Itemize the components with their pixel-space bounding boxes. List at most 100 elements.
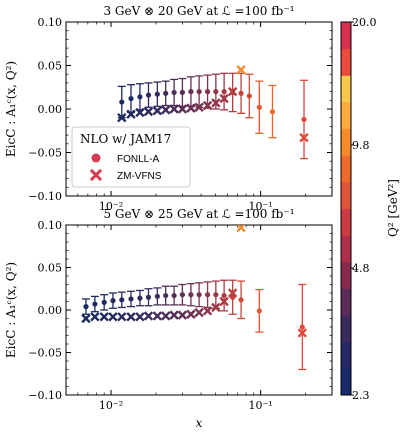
fonll-point-bottom <box>110 298 116 304</box>
fonll-point-top <box>154 91 160 97</box>
zm-point-top <box>161 105 171 115</box>
colorbar-label: Q² [GeV²] <box>386 179 400 237</box>
zm-point-top <box>202 100 213 111</box>
fonll-point-bottom <box>92 301 98 307</box>
fonll-point-top <box>238 90 244 96</box>
zm-point-top <box>117 113 127 123</box>
fonll-point-top <box>213 89 219 95</box>
fonll-point-top <box>119 99 125 105</box>
fonll-point-top <box>204 89 211 95</box>
colorbar-segment <box>341 75 351 103</box>
fonll-point-top <box>301 116 307 123</box>
xtick-label-bottom: 10⁻¹ <box>249 399 273 412</box>
xtick-label-top: 10⁻¹ <box>249 200 273 213</box>
fonll-point-bottom <box>145 294 152 300</box>
fonll-point-bottom <box>137 295 143 301</box>
fonll-point-bottom <box>256 308 262 314</box>
zm-point-top <box>169 104 179 114</box>
panel-bottom-axes: −0.10 −0.05 0.00 0.05 0.10 10⁻² 10⁻¹ <box>28 219 332 412</box>
xtick-label-top: 10⁻² <box>99 200 123 213</box>
fonll-point-top <box>179 89 186 96</box>
legend-zm-label: ZM-VFNS <box>117 171 162 182</box>
ytick-label-top: 0.10 <box>38 16 63 29</box>
panel-bottom-ylabel: EicC : A₁ᶜ(x, Q²) <box>4 262 18 358</box>
colorbar-segment <box>341 208 351 236</box>
zm-point-bottom <box>117 312 127 322</box>
zm-point-bottom <box>99 312 109 322</box>
fonll-point-bottom <box>221 292 227 299</box>
zm-point-bottom <box>227 288 238 298</box>
ytick-label-bottom: 0.05 <box>38 262 63 275</box>
ytick-label-top: −0.05 <box>28 147 62 160</box>
zm-point-top <box>177 104 188 114</box>
colorbar-tick-label: 4.8 <box>352 262 370 275</box>
fonll-point-bottom <box>154 293 160 299</box>
legend-fonll-marker <box>91 153 101 163</box>
zm-point-top <box>227 86 238 97</box>
fonll-point-top <box>171 89 177 96</box>
colorbar-segment <box>341 48 351 76</box>
fonll-point-top <box>128 95 134 102</box>
fonll-point-bottom <box>163 292 169 299</box>
zm-point-top <box>194 102 204 112</box>
colorbar-segment <box>341 155 351 183</box>
zm-point-bottom <box>161 311 171 321</box>
zm-point-bottom <box>177 310 188 320</box>
fonll-point-bottom <box>179 292 186 298</box>
colorbar-segment <box>341 368 351 396</box>
colorbar-segment <box>341 235 351 263</box>
fonll-point-bottom <box>171 292 177 299</box>
fonll-point-bottom <box>196 292 202 298</box>
xtick-label-bottom: 10⁻² <box>99 399 123 412</box>
fonll-point-top <box>163 90 169 96</box>
zm-point-bottom <box>152 311 163 321</box>
colorbar-tick-label: 20.0 <box>352 16 377 29</box>
legend-title: NLO w/ JAM17 <box>80 132 171 146</box>
zm-point-top <box>236 65 246 75</box>
ytick-label-bottom: −0.05 <box>28 347 62 360</box>
colorbar-segment <box>341 261 351 289</box>
colorbar-segment <box>341 101 351 130</box>
zm-point-bottom <box>135 312 145 322</box>
fonll-point-top <box>145 92 152 98</box>
zm-point-bottom <box>186 309 196 319</box>
ytick-label-bottom: −0.10 <box>28 389 62 402</box>
zm-point-bottom <box>126 312 136 322</box>
zm-point-bottom <box>211 302 221 313</box>
zm-point-top <box>152 106 163 116</box>
legend-fonll-label: FONLL-A <box>117 154 160 165</box>
fonll-point-top <box>246 93 252 99</box>
ytick-label-bottom: 0.00 <box>38 304 63 317</box>
fonll-point-top <box>256 104 262 110</box>
fonll-point-bottom <box>83 304 89 310</box>
zm-point-bottom <box>219 296 229 307</box>
zm-point-top <box>299 133 309 143</box>
fonll-point-bottom <box>204 292 211 298</box>
panel-bottom-marks <box>81 225 308 371</box>
fonll-point-bottom <box>128 296 134 302</box>
colorbar-segment <box>341 288 351 316</box>
zm-point-bottom <box>194 307 204 318</box>
colorbar: 20.0 9.8 4.8 2.3 <box>340 16 377 402</box>
ytick-label-bottom: 0.10 <box>38 219 63 232</box>
colorbar-segment <box>341 181 351 209</box>
colorbar-frame <box>340 21 352 396</box>
fonll-point-bottom <box>119 297 125 303</box>
ytick-label-top: −0.10 <box>28 190 62 203</box>
legend-box <box>71 126 191 188</box>
zm-point-bottom <box>108 312 118 322</box>
zm-point-top <box>219 93 229 104</box>
panel-top-ylabel: EicC : A₁ᶜ(x, Q²) <box>4 61 18 157</box>
zm-point-top <box>135 107 145 118</box>
zm-point-top <box>143 106 154 117</box>
zm-point-top <box>186 103 196 113</box>
panel-bottom-title: 5 GeV ⊗ 25 GeV at ℒ =100 fb⁻¹ <box>103 207 294 221</box>
zm-point-bottom <box>143 311 154 321</box>
fonll-point-bottom <box>238 297 244 303</box>
zm-point-bottom <box>236 225 246 233</box>
panel-top-title: 3 GeV ⊗ 20 GeV at ℒ =100 fb⁻¹ <box>103 4 294 18</box>
fonll-point-bottom <box>299 324 305 330</box>
colorbar-segment <box>341 341 351 369</box>
colorbar-segment <box>341 128 351 156</box>
